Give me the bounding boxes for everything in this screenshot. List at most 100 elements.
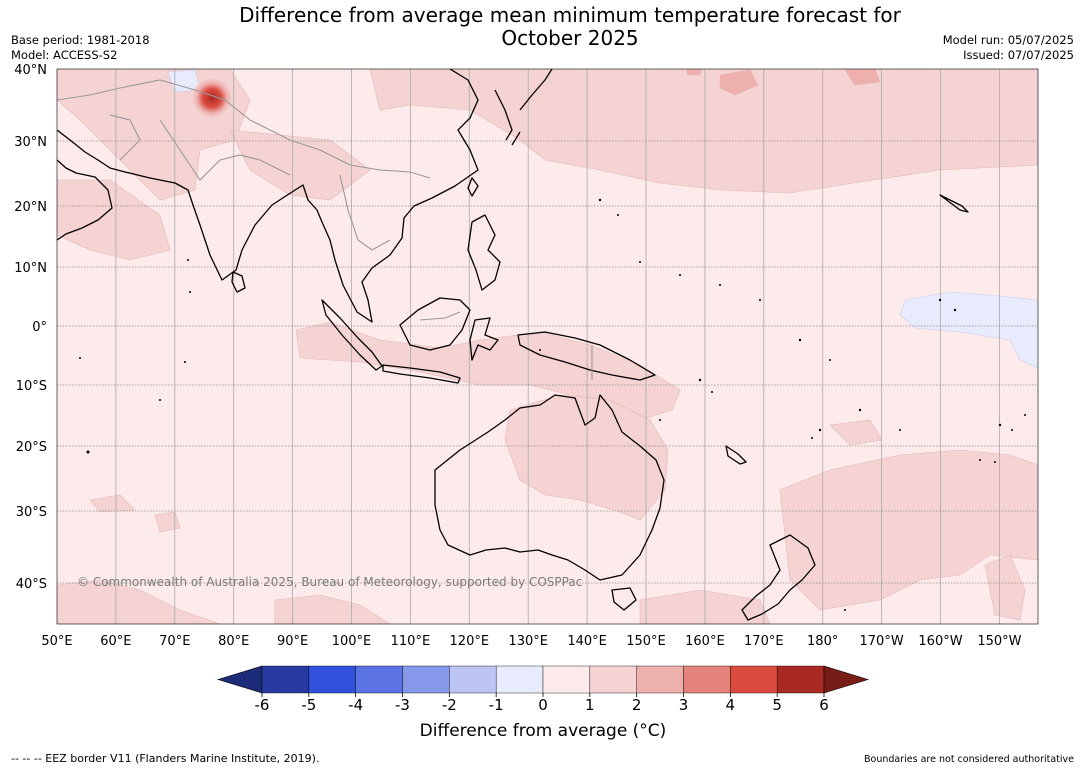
border-asia-2: [159, 119, 291, 181]
lat-label: 0°: [32, 320, 47, 335]
lat-label: 40°S: [16, 577, 47, 592]
warm-zone-se-corner: [984, 554, 1026, 621]
colorbar-segment: [636, 665, 684, 694]
eez-note: -- -- -- EEZ border V11 (Flanders Marine…: [11, 752, 320, 765]
colorbar-tick-label: 5: [772, 696, 782, 714]
anomaly-zones: [57, 69, 1038, 624]
colorbar-segment: [730, 665, 778, 694]
colorbar-tick-label: 4: [726, 696, 736, 714]
warm-zone-indian-ocean: [154, 511, 181, 533]
coast-hawaii: [939, 194, 969, 213]
border-borneo: [419, 311, 461, 321]
colorbar-tick-label: 2: [632, 696, 642, 714]
lon-label: 50°E: [41, 634, 72, 649]
colorbar-tick-label: -5: [301, 696, 316, 714]
lon-label: 160°E: [685, 634, 725, 649]
warm-zone-arabia: [57, 179, 171, 261]
colorbar-segment: [589, 665, 637, 694]
coast-australia: [434, 394, 665, 581]
coast-taiwan: [467, 177, 479, 197]
lon-label: 180°: [807, 634, 838, 649]
coast-persian-gulf: [57, 129, 126, 173]
issued-date: Issued: 07/07/2025: [963, 48, 1074, 62]
warmer-zone-north-pacific-1: [719, 69, 759, 96]
cool-zone-east-pacific: [899, 291, 1038, 369]
model-run: Model run: 05/07/2025: [942, 33, 1074, 47]
lat-label: 20°S: [16, 440, 47, 455]
coast-new-guinea: [517, 331, 656, 381]
colorbar-tick-label: -4: [348, 696, 363, 714]
map-area: © Commonwealth of Australia 2025, Bureau…: [57, 69, 1038, 624]
coast-new-zealand: [741, 534, 816, 621]
warm-zone-himalaya: [229, 129, 371, 201]
map-title: Difference from average mean minimum tem…: [200, 4, 940, 50]
meta-left: Base period: 1981-2018 Model: ACCESS-S2: [11, 33, 150, 63]
lon-label: 170°W: [860, 634, 904, 649]
lon-label: 120°E: [450, 634, 490, 649]
map-frame: [56, 68, 1039, 625]
island-specks: [79, 198, 1026, 611]
colorbar-segment: [402, 665, 450, 694]
colorbar-segment: [261, 665, 310, 694]
coast-arabia: [57, 159, 113, 241]
colorbar-over-arrow: [823, 665, 870, 694]
longitude-labels: 50°E 60°E 70°E 80°E 90°E 100°E 110°E 120°E 130°E…: [41, 634, 1021, 649]
coast-philippines: [467, 214, 501, 291]
coast-new-caledonia: [725, 445, 747, 465]
model-name: Model: ACCESS-S2: [11, 48, 118, 62]
colorbar-segment: [495, 665, 544, 694]
lon-label: 170°E: [744, 634, 784, 649]
colorbar: [216, 665, 870, 694]
boundaries-note: Boundaries are not considered authoritat…: [864, 754, 1074, 765]
colorbar-segment: [355, 665, 403, 694]
lat-label: 10°N: [14, 261, 47, 276]
coast-sri-lanka: [231, 271, 246, 293]
lat-label: 30°N: [14, 135, 47, 150]
colorbar-segment: [776, 665, 825, 694]
colorbar-tick-label: -2: [442, 696, 457, 714]
coast-java: [382, 364, 461, 384]
warm-zone-north-pacific: [369, 69, 1038, 194]
colorbar-tick-label: 3: [679, 696, 689, 714]
coast-borneo: [399, 297, 471, 351]
colorbar-tick-label: -3: [395, 696, 410, 714]
colorbar-tick-label: 1: [585, 696, 595, 714]
colorbar-segment: [308, 665, 356, 694]
lat-label: 10°S: [16, 379, 47, 394]
colorbar-title: Difference from average (°C): [419, 721, 667, 741]
lon-label: 100°E: [332, 634, 372, 649]
coastlines: [57, 69, 969, 621]
border-asia-1: [57, 79, 431, 179]
latitude-gridlines: [57, 140, 1038, 584]
lon-label: 80°E: [218, 634, 249, 649]
lon-label: 70°E: [159, 634, 190, 649]
warm-zone-australia: [504, 394, 669, 521]
lat-label: 20°N: [14, 200, 47, 215]
lon-label: 60°E: [100, 634, 131, 649]
coast-south-asia: [124, 69, 479, 323]
colorbar-segment: [449, 665, 497, 694]
country-borders: [57, 79, 593, 380]
lat-label: 40°N: [14, 63, 47, 78]
warmer-zone-north-pacific-3: [685, 69, 703, 76]
lon-label: 160°W: [918, 634, 962, 649]
lon-label: 90°E: [277, 634, 308, 649]
lon-label: 150°E: [626, 634, 666, 649]
colorbar-tick-label: 6: [819, 696, 829, 714]
lon-label: 150°W: [977, 634, 1021, 649]
border-asia-3: [339, 174, 391, 251]
latitude-labels: 40°N 30°N 20°N 10°N 0° 10°S 20°S 30°S 40°S: [14, 63, 47, 592]
colorbar-tick-label: 0: [538, 696, 548, 714]
lat-label: 30°S: [16, 505, 47, 520]
warm-zone-nz-east: [829, 419, 883, 446]
warm-zone-south-center: [274, 594, 391, 624]
colorbar-segment: [683, 665, 731, 694]
colorbar-under-arrow: [216, 665, 263, 694]
colorbar-segment: [542, 665, 591, 694]
title-line-2: October 2025: [501, 26, 639, 50]
warm-zone-south-pacific: [779, 449, 1038, 611]
coast-korea-japan: [494, 69, 553, 146]
colorbar-tick-label: -1: [489, 696, 504, 714]
lon-label: 140°E: [567, 634, 607, 649]
